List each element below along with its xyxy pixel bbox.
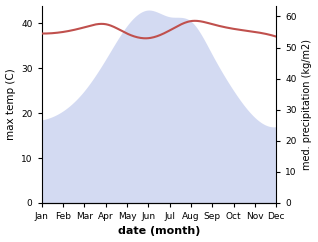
Y-axis label: max temp (C): max temp (C) <box>5 68 16 140</box>
X-axis label: date (month): date (month) <box>118 227 200 236</box>
Y-axis label: med. precipitation (kg/m2): med. precipitation (kg/m2) <box>302 39 313 170</box>
